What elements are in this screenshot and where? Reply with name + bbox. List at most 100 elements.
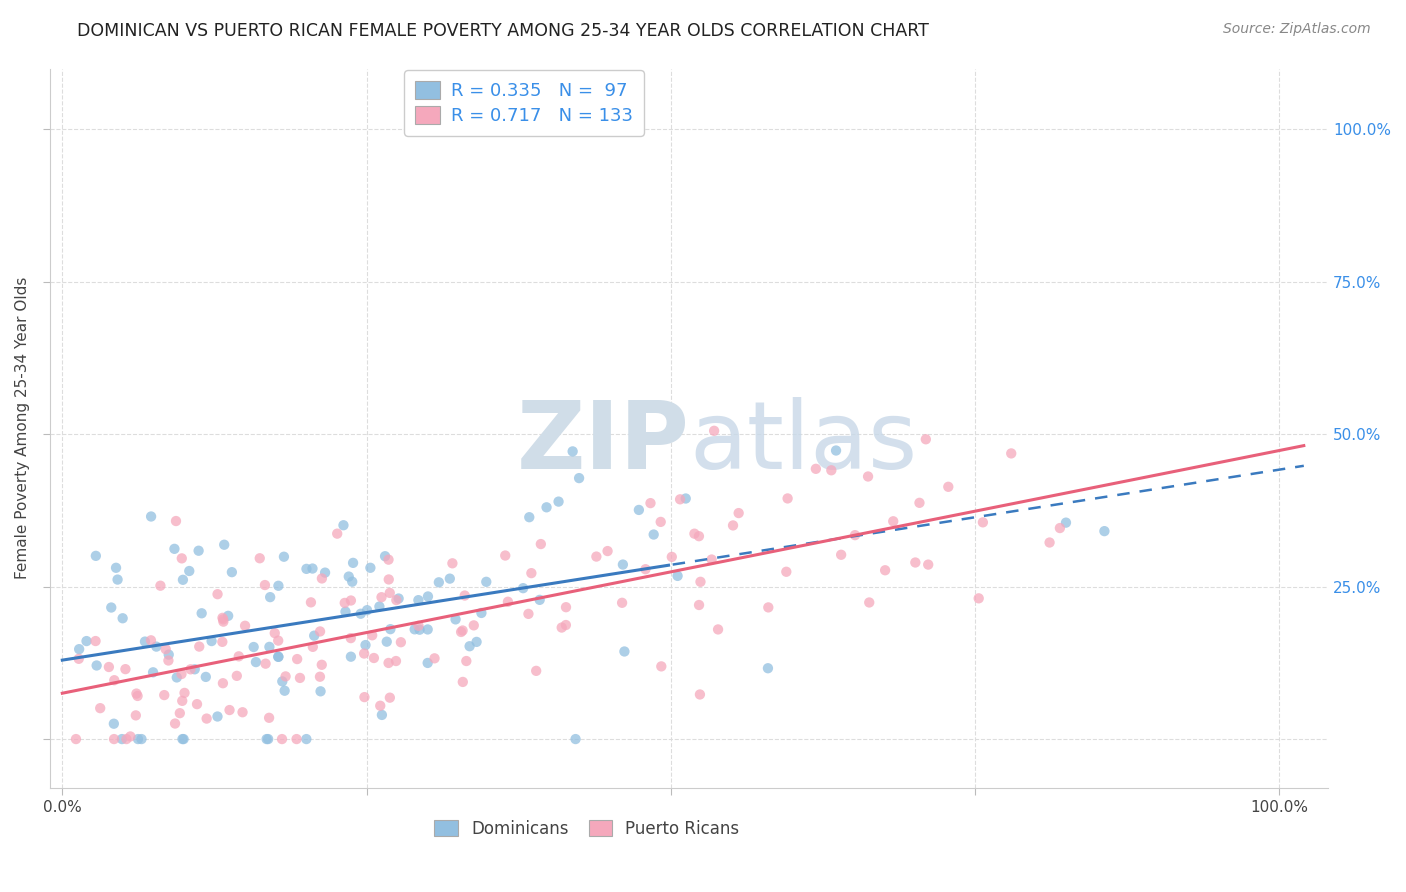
Point xyxy=(458,639,481,653)
Point xyxy=(212,615,235,629)
Point xyxy=(67,652,90,666)
Point xyxy=(340,649,363,664)
Point xyxy=(830,548,852,562)
Point xyxy=(353,647,375,661)
Point xyxy=(972,516,994,530)
Point xyxy=(228,649,250,664)
Point xyxy=(107,573,129,587)
Point xyxy=(190,607,212,621)
Point xyxy=(271,674,294,689)
Point xyxy=(111,611,134,625)
Point xyxy=(585,549,607,564)
Point xyxy=(634,562,657,576)
Point xyxy=(404,623,426,637)
Point xyxy=(856,469,879,483)
Point xyxy=(374,549,396,564)
Point xyxy=(211,611,233,625)
Point xyxy=(844,528,866,542)
Point xyxy=(153,688,176,702)
Point xyxy=(172,732,194,747)
Point xyxy=(253,578,276,592)
Point xyxy=(115,732,138,747)
Point xyxy=(139,509,162,524)
Point xyxy=(299,595,322,609)
Point xyxy=(340,593,363,607)
Point xyxy=(408,593,430,607)
Point xyxy=(683,526,706,541)
Point xyxy=(301,561,323,575)
Point xyxy=(131,732,153,747)
Point xyxy=(233,619,256,633)
Point xyxy=(295,562,318,576)
Point xyxy=(388,591,411,606)
Point xyxy=(416,623,439,637)
Point xyxy=(689,574,711,589)
Point xyxy=(456,654,478,668)
Point xyxy=(444,612,467,626)
Point xyxy=(555,600,578,615)
Point xyxy=(825,443,848,458)
Point xyxy=(389,635,412,649)
Point xyxy=(100,600,122,615)
Point xyxy=(311,657,333,672)
Point xyxy=(76,634,98,648)
Point xyxy=(465,635,488,649)
Point xyxy=(271,732,294,747)
Point xyxy=(97,660,120,674)
Point xyxy=(688,598,710,612)
Point xyxy=(232,705,254,719)
Point xyxy=(359,561,381,575)
Point xyxy=(1049,521,1071,535)
Point xyxy=(263,626,285,640)
Point xyxy=(145,640,167,654)
Point xyxy=(908,496,931,510)
Point xyxy=(564,732,586,747)
Point xyxy=(309,624,332,639)
Point xyxy=(536,500,558,515)
Point xyxy=(134,634,156,648)
Point xyxy=(170,667,193,681)
Point xyxy=(142,665,165,680)
Text: DOMINICAN VS PUERTO RICAN FEMALE POVERTY AMONG 25-34 YEAR OLDS CORRELATION CHART: DOMINICAN VS PUERTO RICAN FEMALE POVERTY… xyxy=(77,22,929,40)
Point xyxy=(700,552,723,566)
Point xyxy=(267,649,290,664)
Point xyxy=(350,607,373,621)
Point xyxy=(103,732,125,747)
Point xyxy=(335,605,357,619)
Point xyxy=(1000,446,1022,460)
Point xyxy=(127,689,149,703)
Point xyxy=(353,690,375,705)
Point xyxy=(378,690,401,705)
Point xyxy=(103,716,125,731)
Point xyxy=(105,561,128,575)
Point xyxy=(288,671,311,685)
Point xyxy=(363,651,385,665)
Point xyxy=(669,492,692,507)
Point xyxy=(295,732,318,747)
Point xyxy=(125,687,148,701)
Point xyxy=(496,595,519,609)
Point xyxy=(727,506,749,520)
Point xyxy=(804,462,827,476)
Point xyxy=(333,596,356,610)
Point xyxy=(120,730,142,744)
Point xyxy=(125,708,148,723)
Point xyxy=(173,732,195,747)
Point xyxy=(904,556,927,570)
Point xyxy=(775,565,797,579)
Point xyxy=(524,664,547,678)
Point xyxy=(650,515,672,529)
Point xyxy=(675,491,697,506)
Point xyxy=(212,676,235,690)
Point xyxy=(858,595,880,609)
Point xyxy=(89,701,111,715)
Point xyxy=(441,557,464,571)
Point xyxy=(273,683,295,698)
Point xyxy=(377,573,399,587)
Point xyxy=(285,732,308,747)
Point xyxy=(249,551,271,566)
Point xyxy=(385,593,408,607)
Point xyxy=(721,518,744,533)
Point xyxy=(610,596,633,610)
Point xyxy=(309,670,332,684)
